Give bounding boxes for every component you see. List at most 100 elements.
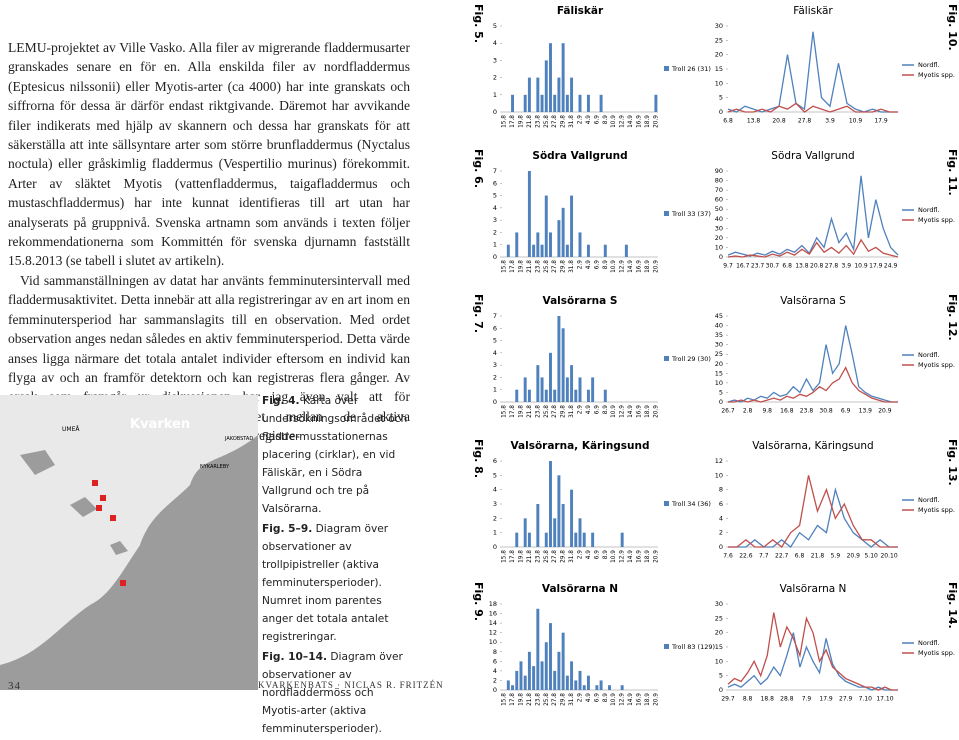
- line: [728, 487, 898, 548]
- y-tick-label: 4: [493, 667, 497, 675]
- x-tick-label: 14.9: [628, 693, 634, 706]
- map-label: JAKOBSTAD: [224, 436, 253, 442]
- x-tick-label: 4.9: [586, 260, 592, 270]
- bar: [565, 244, 569, 257]
- x-tick-label: 29.8: [561, 693, 567, 706]
- y-tick-label: 20: [715, 360, 723, 368]
- figure-label: Fig. 9.: [472, 582, 485, 621]
- y-tick-label: 5: [493, 471, 497, 479]
- x-tick-label: 15.8: [502, 115, 508, 128]
- x-tick-label: 16.8: [780, 408, 794, 415]
- x-tick-label: 16.9: [637, 405, 643, 418]
- bar: [599, 680, 603, 690]
- x-tick-label: 14.9: [628, 115, 634, 128]
- bar: [586, 244, 590, 257]
- y-tick-label: 0: [719, 108, 723, 116]
- bar: [549, 232, 552, 257]
- bar: [578, 670, 582, 690]
- x-tick-label: 18.8: [761, 696, 775, 703]
- x-tick-label: 9.8: [762, 408, 772, 415]
- x-tick-label: 5.10: [864, 553, 878, 560]
- y-tick-label: 1: [493, 91, 497, 99]
- x-tick-label: 19.8: [518, 115, 524, 128]
- bar: [536, 365, 540, 402]
- x-tick-label: 20.10: [880, 553, 897, 560]
- x-tick-label: 18.9: [645, 550, 651, 563]
- x-tick-label: 12.9: [620, 693, 626, 706]
- y-tick-label: 25: [715, 36, 723, 44]
- x-tick-label: 31.8: [569, 405, 575, 418]
- x-tick-label: 20.9: [878, 408, 892, 415]
- bar: [578, 377, 582, 402]
- y-tick-label: 0: [493, 253, 497, 261]
- x-tick-label: 2.9: [578, 405, 584, 415]
- y-tick-label: 10: [715, 657, 723, 665]
- x-tick-label: 20.9: [653, 550, 659, 563]
- y-tick-label: 2: [493, 74, 497, 82]
- x-tick-label: 23.8: [535, 115, 541, 128]
- x-tick-label: 10.9: [611, 260, 617, 273]
- bar: [565, 675, 569, 690]
- legend-swatch: [664, 66, 669, 71]
- y-tick-label: 45: [715, 312, 723, 320]
- x-tick-label: 20.9: [653, 260, 659, 273]
- y-tick-label: 5: [493, 337, 497, 345]
- bar: [561, 43, 565, 113]
- y-tick-label: 10: [489, 638, 497, 646]
- x-tick-label: 17.8: [510, 260, 516, 273]
- x-tick-label: 23.8: [535, 260, 541, 273]
- y-tick-label: 80: [715, 177, 723, 185]
- bar: [515, 670, 519, 690]
- line: [727, 632, 898, 691]
- x-tick-label: 2.8: [743, 408, 753, 415]
- x-tick-label: 17.8: [510, 115, 516, 128]
- y-tick-label: 30: [715, 22, 723, 30]
- bar: [582, 532, 586, 547]
- x-tick-label: 3.9: [841, 263, 851, 270]
- bar: [523, 675, 527, 690]
- y-tick-label: 35: [715, 331, 723, 339]
- x-tick-label: 21.8: [527, 550, 533, 563]
- bar: [565, 377, 569, 402]
- x-tick-label: 13.9: [859, 408, 873, 415]
- bar: [553, 389, 557, 402]
- y-tick-label: 0: [719, 398, 723, 406]
- bar: [506, 244, 510, 257]
- bar: [561, 632, 565, 690]
- legend-label: Troll 29 (30): [671, 355, 711, 363]
- x-tick-label: 8.9: [603, 550, 609, 560]
- chart-title: Valsörarna N: [780, 583, 847, 595]
- y-tick-label: 6: [493, 179, 497, 187]
- x-tick-label: 29.8: [561, 405, 567, 418]
- x-tick-label: 23.8: [800, 408, 814, 415]
- x-tick-label: 16.9: [637, 693, 643, 706]
- x-tick-label: 6.8: [782, 263, 792, 270]
- bar: [578, 518, 582, 547]
- caption-label: Fig. 10–14.: [262, 651, 327, 663]
- bar: [591, 532, 595, 547]
- chart-title: Valsörarna, Käringsund: [752, 440, 873, 452]
- y-tick-label: 2: [493, 373, 497, 381]
- x-tick-label: 15.8: [502, 550, 508, 563]
- x-tick-label: 4.9: [586, 115, 592, 125]
- y-tick-label: 5: [719, 94, 723, 102]
- caption-text: Karta över undersökningsområdet och flad…: [262, 395, 408, 515]
- bar: [536, 232, 540, 257]
- body-text: LEMU-projektet av Ville Vasko. Alla file…: [8, 38, 410, 446]
- y-tick-label: 40: [715, 322, 723, 330]
- y-tick-label: 6: [719, 500, 723, 508]
- page: LEMU-projektet av Ville Vasko. Alla file…: [0, 4, 959, 735]
- x-tick-label: 10.9: [611, 115, 617, 128]
- x-tick-label: 20.9: [653, 405, 659, 418]
- bar: [624, 244, 628, 257]
- legend-label: Myotis spp.: [918, 71, 955, 79]
- bar: [591, 377, 595, 402]
- x-tick-label: 16.7: [736, 263, 750, 270]
- x-tick-label: 16.9: [637, 260, 643, 273]
- y-tick-label: 10: [715, 471, 723, 479]
- x-tick-label: 24.9: [884, 263, 898, 270]
- chart-title: Valsörarna S: [780, 295, 846, 307]
- x-tick-label: 12.9: [620, 550, 626, 563]
- x-tick-label: 9.7: [723, 263, 733, 270]
- x-tick-label: 16.9: [637, 115, 643, 128]
